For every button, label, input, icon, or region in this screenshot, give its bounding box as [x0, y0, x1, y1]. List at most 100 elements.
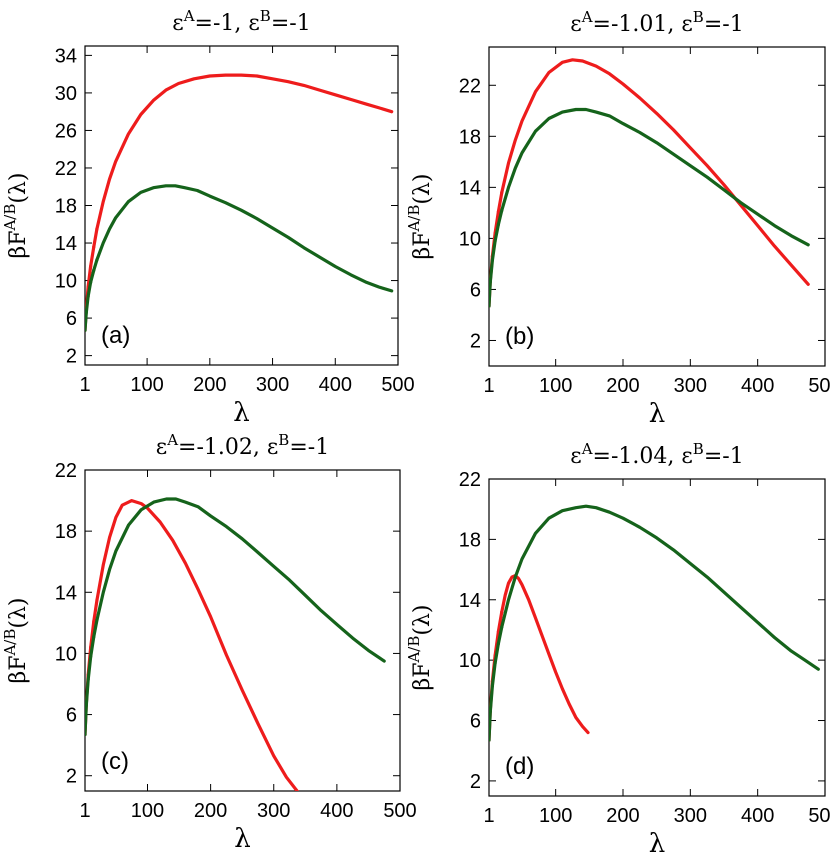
series-line-B — [489, 107, 810, 308]
plot-frame — [84, 45, 399, 366]
title-part: B — [693, 8, 704, 26]
title-part: ε — [570, 12, 581, 37]
data-point — [500, 625, 504, 629]
panel-title: εA=-1.04, εB=-1 — [570, 440, 743, 469]
data-point — [95, 227, 99, 231]
x-tick-label: 100 — [539, 805, 572, 827]
x-axis-label: λ — [234, 824, 250, 854]
y-label-base: βF — [6, 231, 31, 259]
y-tick-label: 14 — [55, 233, 77, 255]
data-point — [95, 258, 99, 262]
series-line-A — [85, 499, 299, 791]
y-axis-label: βFA/B(λ) — [1, 597, 31, 683]
x-axis-label: λ — [649, 399, 665, 429]
y-label-sup: A/B — [405, 636, 423, 664]
data-point — [493, 661, 497, 665]
title-part: B — [693, 440, 704, 458]
x-tick-label: 1 — [79, 374, 90, 396]
data-point — [92, 245, 96, 249]
title-part: =-1 — [704, 444, 744, 469]
x-tick-label: 500 — [808, 805, 830, 827]
data-point — [493, 239, 497, 243]
y-label-base: βF — [6, 656, 31, 684]
y-tick-label: 26 — [55, 120, 77, 142]
data-point — [89, 264, 93, 269]
y-tick-label: 10 — [55, 643, 77, 665]
x-tick-label: 300 — [674, 375, 707, 397]
x-tick-label: 300 — [674, 805, 707, 827]
y-label-arg: (λ) — [6, 597, 31, 628]
y-tick-label: 2 — [66, 346, 77, 368]
title-part: A — [166, 431, 178, 449]
title-part: A — [581, 8, 593, 26]
data-point — [85, 703, 88, 707]
y-tick-label: 18 — [459, 126, 481, 148]
title-part: ε — [681, 444, 692, 469]
title-part: ε — [248, 11, 259, 36]
title-part: A — [183, 7, 195, 25]
title-part: ε — [570, 444, 581, 469]
title-part: =-1.01, — [593, 12, 682, 37]
data-point — [489, 709, 492, 714]
y-tick-label: 10 — [459, 650, 481, 672]
x-axis-label: λ — [233, 398, 249, 428]
data-point — [86, 677, 90, 682]
y-axis-label: βFA/B(λ) — [1, 172, 31, 258]
y-tick-label: 2 — [470, 771, 481, 793]
y-label-sup: A/B — [1, 629, 19, 657]
y-tick-label: 34 — [55, 45, 77, 67]
x-tick-label: 300 — [256, 374, 289, 396]
x-tick-label: 1 — [483, 805, 494, 827]
y-tick-label: 6 — [66, 308, 77, 330]
series-line-B — [85, 497, 386, 737]
series-line-A — [489, 573, 590, 742]
y-tick-label: 6 — [470, 279, 481, 301]
x-tick-label: 400 — [319, 374, 352, 396]
y-tick-label: 22 — [459, 469, 481, 491]
title-part: ε — [156, 435, 167, 460]
x-tick-label: 400 — [741, 375, 774, 397]
y-label-arg: (λ) — [410, 604, 435, 635]
y-tick-label: 2 — [66, 766, 77, 788]
panel-title: εA=-1.02, εB=-1 — [156, 431, 329, 460]
x-tick-label: 200 — [193, 374, 226, 396]
panel-tag: (d) — [505, 753, 534, 780]
x-tick-label: 200 — [194, 800, 227, 822]
data-point — [489, 304, 491, 308]
data-point — [86, 294, 90, 299]
data-point — [489, 280, 492, 284]
title-part: =-1, — [195, 11, 249, 36]
title-part: =-1 — [271, 11, 311, 36]
title-part: =-1 — [704, 12, 744, 37]
data-point — [85, 310, 88, 315]
y-tick-label: 22 — [55, 460, 77, 482]
data-point — [92, 268, 96, 272]
data-point — [490, 258, 494, 262]
panel-tag: (b) — [505, 323, 534, 350]
y-tick-label: 18 — [55, 521, 77, 543]
x-tick-label: 500 — [381, 374, 414, 396]
y-tick-label: 2 — [470, 330, 481, 352]
data-point — [500, 610, 504, 614]
data-point — [489, 738, 491, 742]
y-tick-label: 14 — [55, 582, 77, 604]
y-label-sup: A/B — [405, 205, 423, 233]
data-point — [95, 618, 99, 622]
y-tick-label: 6 — [66, 705, 77, 727]
x-tick-label: 1 — [79, 800, 90, 822]
x-axis-label: λ — [649, 829, 665, 859]
data-point — [500, 190, 504, 195]
title-part: =-1.02, — [178, 435, 267, 460]
y-tick-label: 14 — [459, 590, 481, 612]
x-tick-label: 400 — [320, 800, 353, 822]
x-tick-label: 100 — [539, 375, 572, 397]
data-point — [490, 684, 494, 688]
data-point — [496, 641, 501, 646]
x-tick-label: 300 — [257, 800, 290, 822]
y-tick-label: 18 — [459, 529, 481, 551]
data-point — [92, 619, 96, 623]
x-tick-label: 400 — [741, 805, 774, 827]
x-tick-label: 200 — [606, 375, 639, 397]
